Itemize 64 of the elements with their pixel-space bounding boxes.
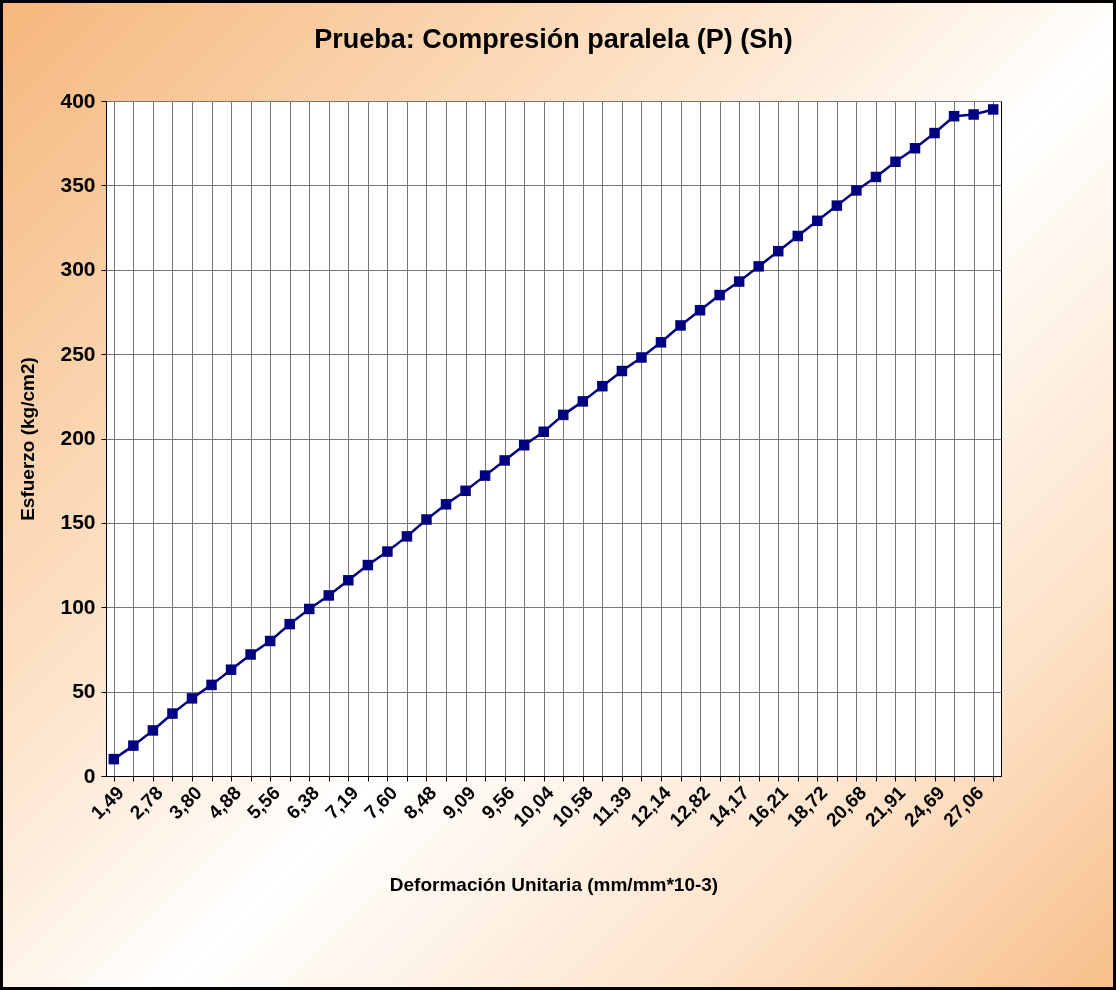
- point: [987, 104, 999, 115]
- point: [772, 245, 784, 257]
- y-tick-label: 250: [60, 341, 96, 365]
- point: [186, 693, 198, 704]
- y-tick-label: 0: [83, 763, 96, 787]
- point: [499, 455, 510, 466]
- point: [128, 740, 139, 751]
- point: [597, 380, 608, 392]
- point: [401, 531, 413, 542]
- point: [636, 352, 647, 363]
- point: [616, 365, 628, 377]
- x-tick-label: 9,09: [438, 782, 480, 824]
- point: [147, 725, 159, 736]
- point: [382, 546, 393, 557]
- x-tick-label: 7,19: [321, 782, 363, 824]
- y-tick-label: 350: [60, 172, 96, 196]
- point: [225, 664, 237, 675]
- point: [792, 230, 804, 242]
- point: [343, 575, 354, 586]
- point: [968, 109, 979, 120]
- point: [303, 603, 315, 615]
- point: [714, 289, 725, 301]
- point: [167, 708, 178, 719]
- point: [655, 337, 667, 348]
- point: [518, 440, 530, 451]
- y-tick-label: 50: [72, 679, 96, 703]
- point: [890, 156, 901, 167]
- point: [733, 276, 745, 287]
- x-tick-label: 4,88: [204, 782, 245, 824]
- point: [851, 185, 862, 196]
- point: [362, 559, 374, 571]
- point: [460, 485, 471, 497]
- point: [323, 590, 335, 601]
- point: [264, 635, 276, 647]
- point: [694, 305, 706, 316]
- chart-title: Prueba: Compresión paralela (P) (Sh): [314, 24, 793, 54]
- point: [675, 320, 686, 331]
- point: [831, 200, 843, 211]
- point: [870, 171, 882, 183]
- point: [538, 426, 549, 437]
- point: [108, 753, 120, 765]
- x-tick-label: 3,80: [164, 782, 206, 824]
- point: [440, 499, 452, 510]
- point: [577, 396, 589, 407]
- point: [558, 409, 569, 421]
- point: [245, 649, 256, 660]
- point: [284, 618, 295, 630]
- y-tick-label: 100: [60, 594, 96, 618]
- y-tick-label: 150: [60, 510, 96, 534]
- point: [421, 514, 432, 525]
- point: [753, 261, 764, 272]
- x-tick-label: 7,60: [360, 782, 402, 824]
- point: [206, 679, 217, 691]
- x-tick-label: 6,38: [282, 782, 324, 824]
- y-tick-label: 300: [60, 257, 96, 281]
- point: [479, 470, 491, 481]
- point: [948, 110, 960, 122]
- point: [812, 215, 823, 227]
- x-axis-title: Deformación Unitaria (mm/mm*10-3): [389, 873, 719, 895]
- point: [929, 127, 940, 139]
- y-tick-label: 200: [60, 426, 96, 449]
- y-axis-title: Esfuerzo (kg/cm2): [17, 357, 39, 521]
- y-tick-label: 400: [60, 88, 96, 112]
- point: [909, 143, 921, 154]
